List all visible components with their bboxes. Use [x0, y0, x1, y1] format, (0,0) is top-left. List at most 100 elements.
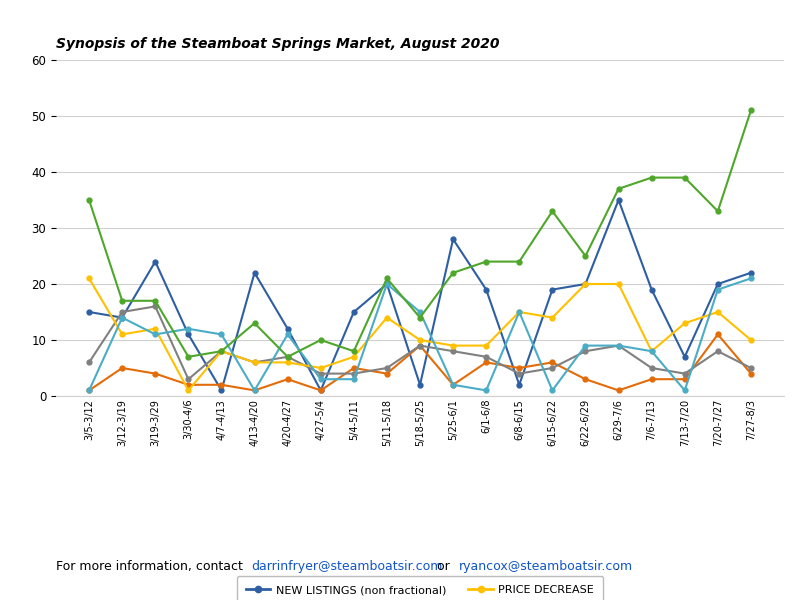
PRICE DECREASE — [680, 320, 690, 327]
NEW LISTINGS (non fractional) — [680, 353, 690, 361]
NEW LAND LISINGS (Stmbt) — [316, 387, 326, 394]
BACK ON MARKET — [382, 364, 392, 371]
PENDING — [713, 208, 722, 215]
PENDING — [84, 196, 94, 203]
WITHDRAWN — [415, 308, 425, 316]
PENDING — [680, 174, 690, 181]
WITHDRAWN — [250, 387, 259, 394]
PRICE DECREASE — [118, 331, 127, 338]
Line: PRICE DECREASE: PRICE DECREASE — [86, 276, 754, 393]
NEW LAND LISINGS (Stmbt) — [84, 387, 94, 394]
NEW LAND LISINGS (Stmbt) — [118, 364, 127, 371]
NEW LAND LISINGS (Stmbt) — [448, 381, 458, 388]
NEW LAND LISINGS (Stmbt) — [217, 381, 226, 388]
NEW LISTINGS (non fractional) — [647, 286, 657, 293]
Line: PENDING: PENDING — [86, 108, 754, 359]
PENDING — [283, 353, 293, 361]
NEW LAND LISINGS (Stmbt) — [680, 376, 690, 383]
NEW LISTINGS (non fractional) — [150, 258, 160, 265]
BACK ON MARKET — [448, 347, 458, 355]
PRICE DECREASE — [250, 359, 259, 366]
NEW LAND LISINGS (Stmbt) — [581, 376, 590, 383]
PRICE DECREASE — [217, 347, 226, 355]
BACK ON MARKET — [547, 364, 557, 371]
BACK ON MARKET — [217, 347, 226, 355]
NEW LAND LISINGS (Stmbt) — [647, 376, 657, 383]
PRICE DECREASE — [283, 359, 293, 366]
BACK ON MARKET — [250, 359, 259, 366]
PRICE DECREASE — [746, 337, 756, 344]
PRICE DECREASE — [382, 314, 392, 321]
NEW LAND LISINGS (Stmbt) — [614, 387, 623, 394]
PRICE DECREASE — [514, 308, 524, 316]
WITHDRAWN — [283, 331, 293, 338]
NEW LAND LISINGS (Stmbt) — [746, 370, 756, 377]
PENDING — [150, 297, 160, 304]
WITHDRAWN — [614, 342, 623, 349]
WITHDRAWN — [482, 387, 491, 394]
BACK ON MARKET — [713, 347, 722, 355]
PENDING — [118, 297, 127, 304]
NEW LISTINGS (non fractional) — [250, 269, 259, 277]
PRICE DECREASE — [448, 342, 458, 349]
Text: darrinfryer@steamboatsir.com: darrinfryer@steamboatsir.com — [251, 560, 442, 573]
BACK ON MARKET — [647, 364, 657, 371]
NEW LAND LISINGS (Stmbt) — [283, 376, 293, 383]
PRICE DECREASE — [349, 353, 358, 361]
BACK ON MARKET — [84, 359, 94, 366]
PENDING — [514, 258, 524, 265]
BACK ON MARKET — [150, 303, 160, 310]
PRICE DECREASE — [150, 325, 160, 332]
BACK ON MARKET — [680, 370, 690, 377]
WITHDRAWN — [150, 331, 160, 338]
PRICE DECREASE — [647, 347, 657, 355]
WITHDRAWN — [118, 314, 127, 321]
NEW LISTINGS (non fractional) — [614, 196, 623, 203]
PRICE DECREASE — [183, 387, 193, 394]
PENDING — [547, 208, 557, 215]
Line: NEW LAND LISINGS (Stmbt): NEW LAND LISINGS (Stmbt) — [86, 332, 754, 393]
Line: BACK ON MARKET: BACK ON MARKET — [86, 304, 754, 382]
BACK ON MARKET — [614, 342, 623, 349]
Text: ryancox@steamboatsir.com: ryancox@steamboatsir.com — [459, 560, 633, 573]
NEW LISTINGS (non fractional) — [448, 236, 458, 243]
BACK ON MARKET — [415, 342, 425, 349]
PENDING — [448, 269, 458, 277]
NEW LAND LISINGS (Stmbt) — [547, 359, 557, 366]
BACK ON MARKET — [118, 308, 127, 316]
NEW LISTINGS (non fractional) — [118, 314, 127, 321]
PENDING — [250, 320, 259, 327]
WITHDRAWN — [647, 347, 657, 355]
NEW LISTINGS (non fractional) — [183, 331, 193, 338]
WITHDRAWN — [581, 342, 590, 349]
NEW LISTINGS (non fractional) — [547, 286, 557, 293]
BACK ON MARKET — [316, 370, 326, 377]
BACK ON MARKET — [183, 376, 193, 383]
PRICE DECREASE — [316, 364, 326, 371]
WITHDRAWN — [713, 286, 722, 293]
NEW LISTINGS (non fractional) — [514, 381, 524, 388]
NEW LISTINGS (non fractional) — [84, 308, 94, 316]
Line: NEW LISTINGS (non fractional): NEW LISTINGS (non fractional) — [86, 197, 754, 393]
NEW LAND LISINGS (Stmbt) — [349, 364, 358, 371]
WITHDRAWN — [547, 387, 557, 394]
WITHDRAWN — [183, 325, 193, 332]
PRICE DECREASE — [84, 275, 94, 282]
PENDING — [647, 174, 657, 181]
NEW LISTINGS (non fractional) — [349, 308, 358, 316]
PENDING — [183, 353, 193, 361]
NEW LAND LISINGS (Stmbt) — [415, 342, 425, 349]
PRICE DECREASE — [415, 337, 425, 344]
Legend: NEW LISTINGS (non fractional), NEW LAND LISINGS (Stmbt), BACK ON MARKET, PRICE D: NEW LISTINGS (non fractional), NEW LAND … — [237, 576, 603, 600]
PRICE DECREASE — [713, 308, 722, 316]
NEW LAND LISINGS (Stmbt) — [382, 370, 392, 377]
WITHDRAWN — [382, 280, 392, 287]
NEW LISTINGS (non fractional) — [415, 381, 425, 388]
NEW LISTINGS (non fractional) — [316, 387, 326, 394]
WITHDRAWN — [84, 387, 94, 394]
PENDING — [316, 337, 326, 344]
PENDING — [217, 347, 226, 355]
NEW LISTINGS (non fractional) — [217, 387, 226, 394]
PENDING — [581, 253, 590, 260]
Text: .: . — [615, 560, 619, 573]
